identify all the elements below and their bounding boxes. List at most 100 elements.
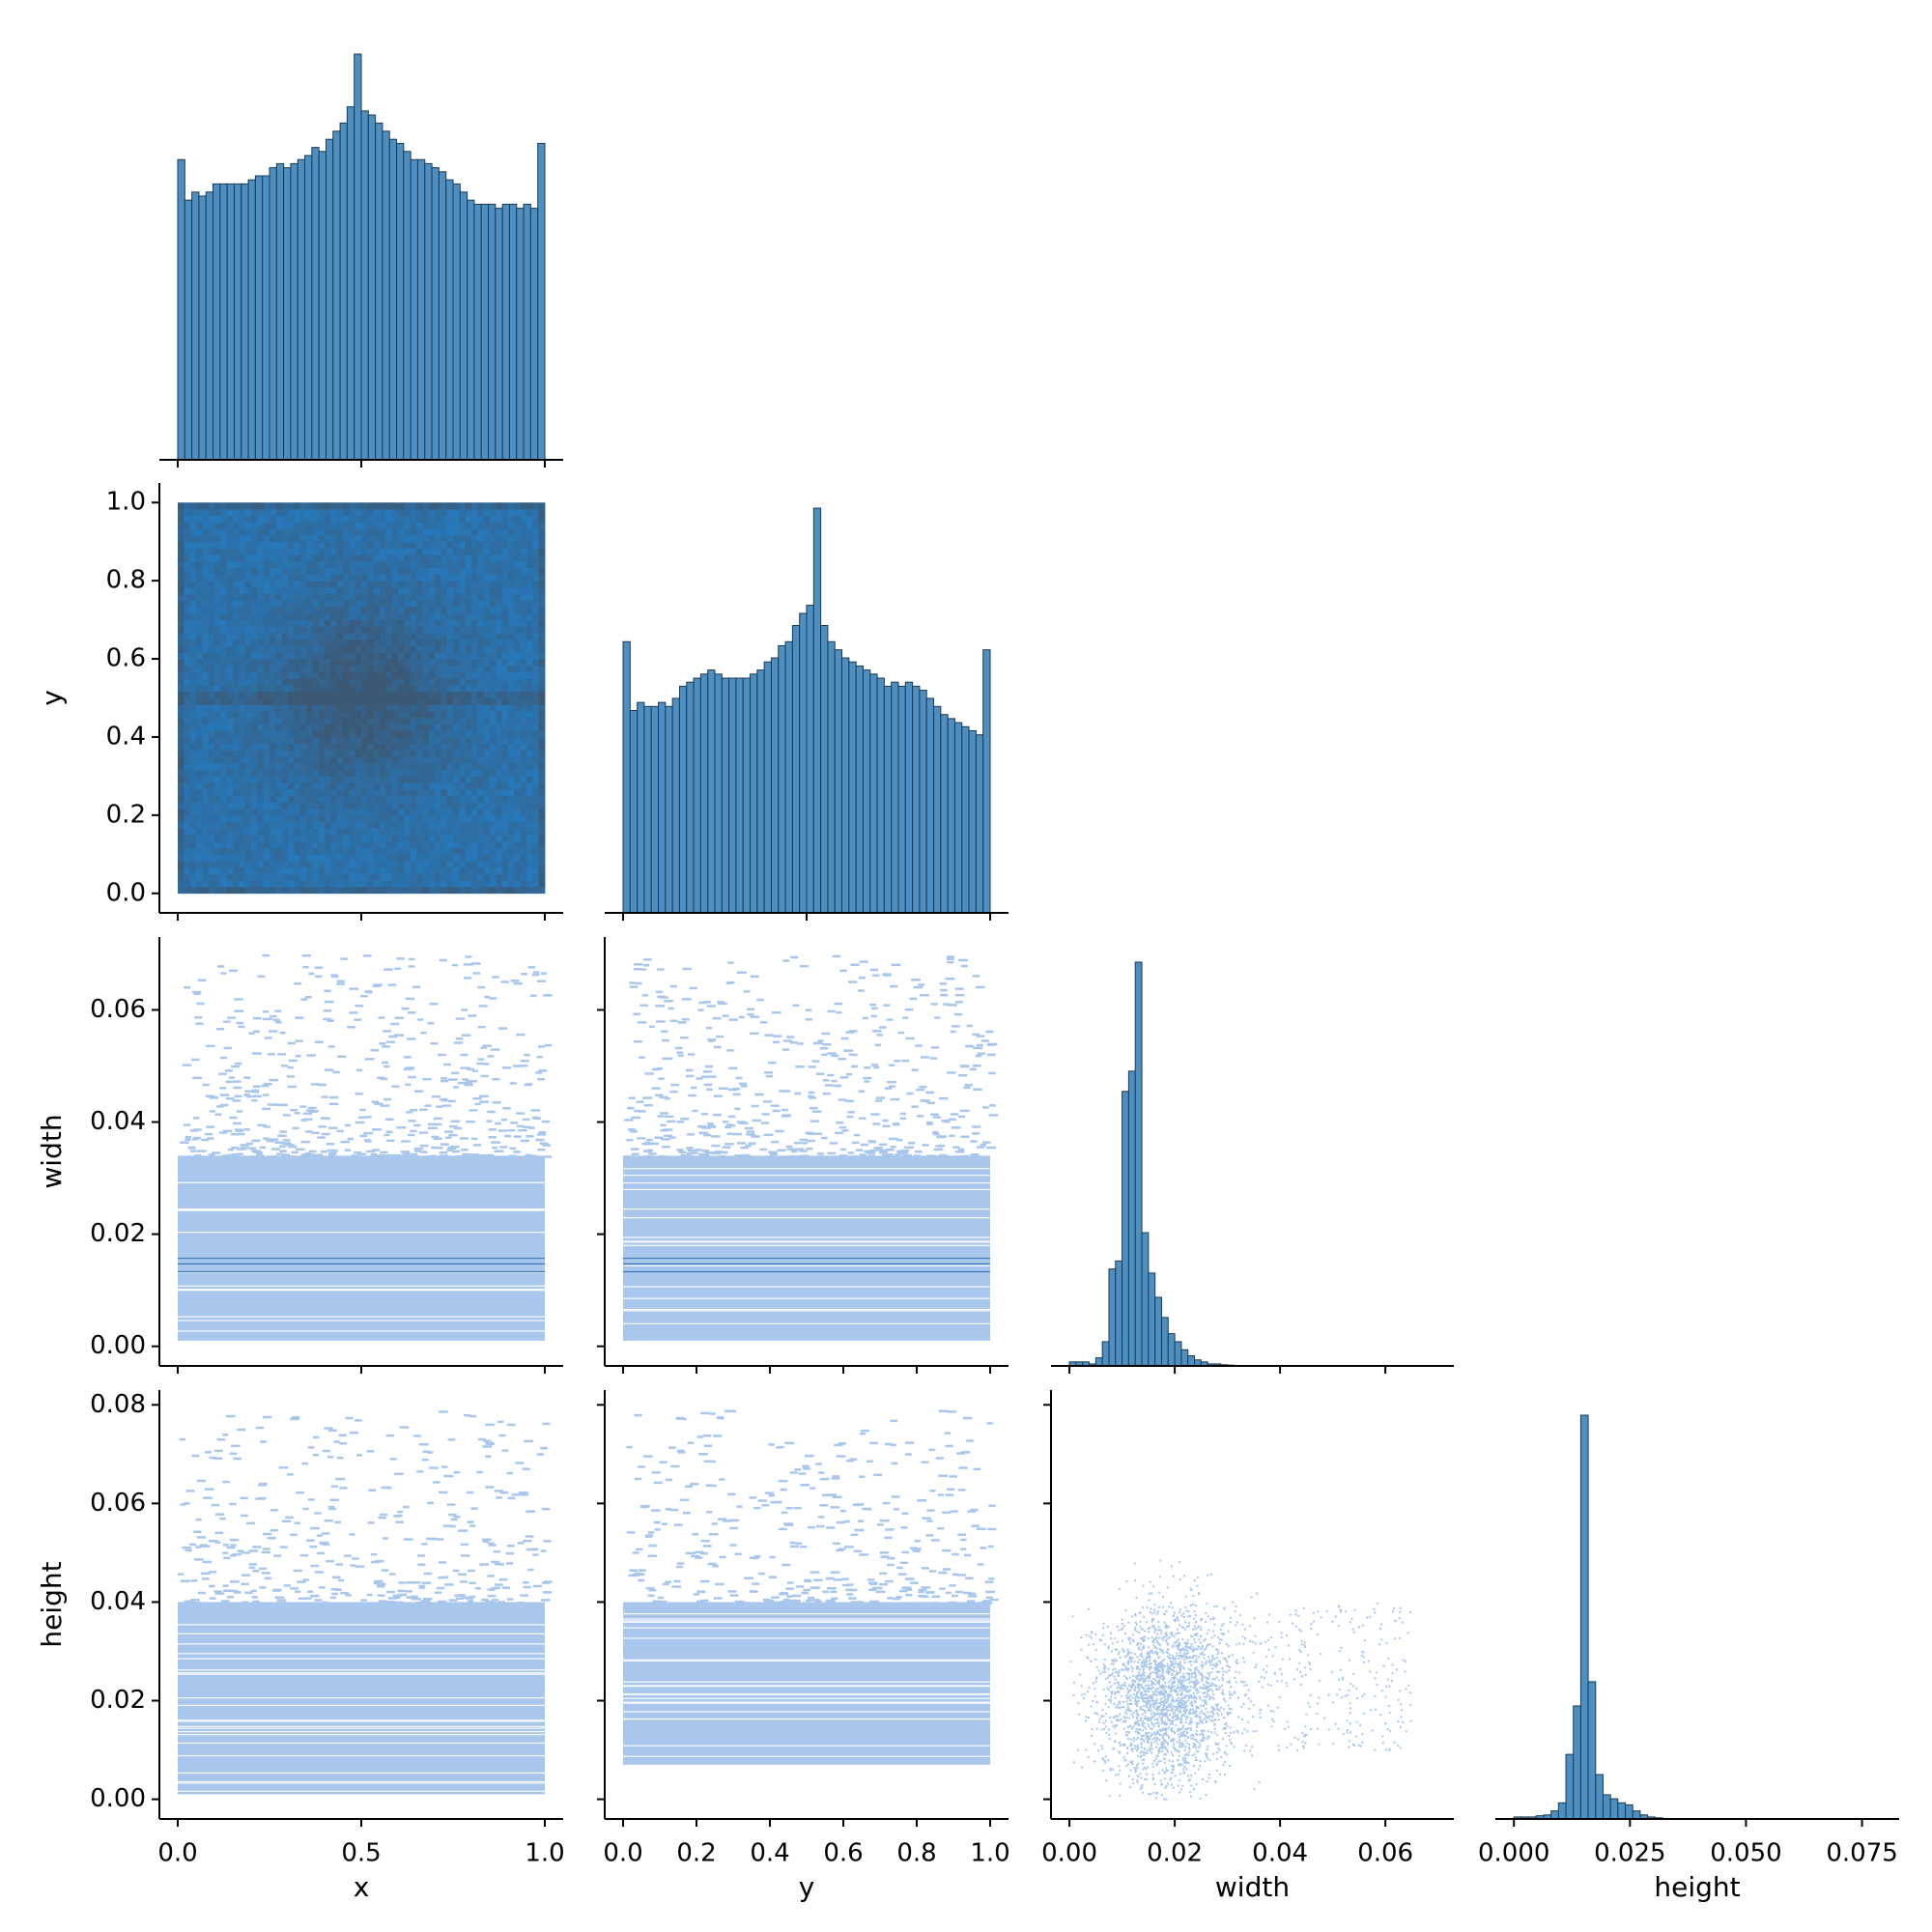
heat-cell [687,1053,696,1056]
heat-cell [204,1451,212,1454]
heat-cell [416,814,423,823]
heat-cell [773,1040,781,1044]
heat-cell [422,802,430,810]
heat-cell [239,736,246,745]
heat-cell [196,639,203,646]
heat-cell [196,867,203,874]
heat-cell [440,710,448,719]
heat-cell [652,1067,661,1071]
heat-cell [299,861,307,868]
heat-cell [472,1144,482,1147]
heat-cell [490,612,497,620]
heat-cell [520,619,527,627]
heat-cell [385,762,393,771]
heat-cell [422,548,430,555]
heat-cell [202,710,210,719]
heat-cell [477,854,485,862]
heat-cell [657,1115,665,1118]
heat-cell [367,867,375,874]
heat-cell [367,873,375,881]
heat-cell [306,835,313,842]
heat-cell [299,691,307,698]
heat-cell [314,1571,325,1574]
heat-cell [416,671,423,679]
heat-cell [919,1085,927,1089]
heat-cell [307,1498,315,1501]
heat-cell [184,619,191,627]
heat-cell [389,1573,396,1576]
heat-cell [532,821,540,829]
heat-cell [202,522,210,529]
heat-cell [477,880,485,888]
heat-cell [324,1068,334,1071]
heat-cell [446,534,454,543]
heat-cell [184,534,191,543]
heat-cell [202,567,210,575]
heat-cell [526,710,533,719]
heat-cell [422,665,430,672]
heat-cell [361,750,368,757]
heat-cell [410,717,417,724]
heat-cell [532,554,540,562]
heat-cell [477,887,485,895]
heat-cell [349,586,356,595]
heat-cell [477,586,485,595]
heat-cell [343,809,350,816]
heat-cell [275,671,283,679]
heat-cell [514,659,522,667]
heat-cell [226,756,234,764]
heat-cell [385,626,393,634]
heat-cell [471,548,478,555]
heat-cell [514,736,522,745]
heat-cell [513,1135,522,1138]
heat-cell [349,593,356,601]
heat-cell [391,730,399,738]
heat-cell [453,1516,461,1519]
heat-cell [312,730,320,738]
heat-cell [233,554,240,562]
heat-cell [459,612,467,620]
heat-cell [257,736,265,745]
heat-cell [325,600,331,608]
heat-cell [385,887,393,895]
heat-gap [623,1297,990,1299]
heat-cell [239,704,246,712]
heat-cell [220,522,228,529]
heat-cell [299,554,307,562]
heat-cell [450,1518,458,1521]
heat-cell [355,652,362,660]
heat-cell [263,809,270,816]
heat-cell [643,1150,653,1152]
heat-cell [422,502,430,510]
heat-cell [257,534,265,543]
heat-cell [355,1565,365,1568]
heat-cell [477,814,485,823]
heat-cell [270,671,276,679]
heat-cell [960,1065,969,1067]
heat-cell [299,724,307,731]
heat-cell [302,1507,309,1511]
heat-cell [410,795,417,803]
heat-cell [479,1094,489,1098]
heat-cell [343,528,350,536]
heat-cell [459,704,467,712]
heat-cell [398,554,405,562]
heat-cell [526,645,533,653]
heat-cell [490,652,497,660]
heat-cell [459,574,467,582]
heat-cell [361,691,368,698]
heat-cell [202,560,210,569]
heat-cell [669,1019,678,1023]
heat-cell [410,887,417,895]
heat-cell [505,1551,514,1555]
heat-cell [334,1520,341,1524]
heat-cell [428,762,436,771]
heat-cell [189,567,197,575]
heat-cell [761,1113,770,1116]
heat-cell [178,560,185,569]
heat-cell [220,639,228,646]
heat-cell [239,710,246,719]
heat-cell [208,554,215,562]
heat-cell [355,750,362,757]
heat-cell [471,782,478,790]
